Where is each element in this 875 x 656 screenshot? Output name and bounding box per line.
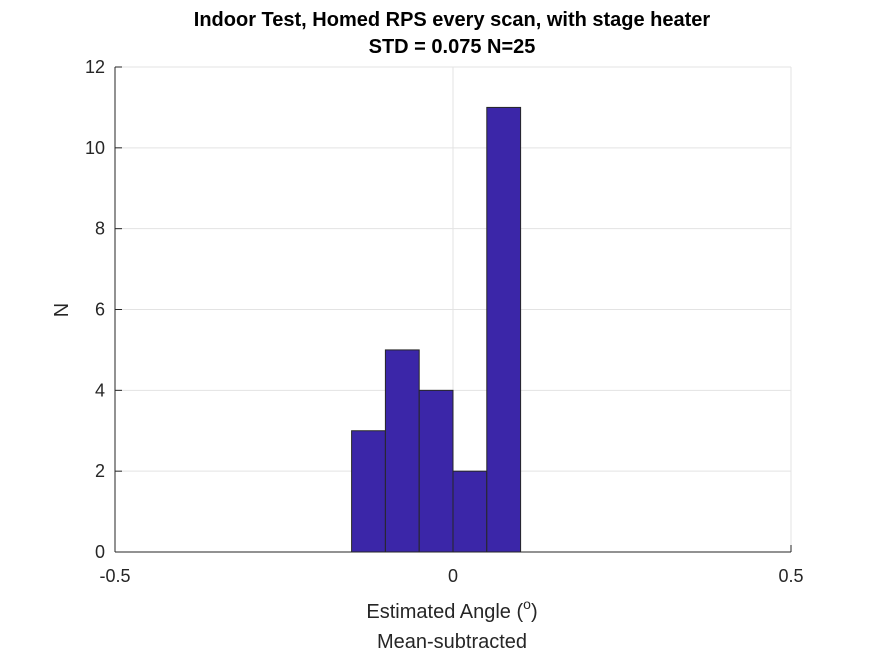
x-axis-label: Estimated Angle (o) [366,596,537,623]
histogram-bar-1 [351,430,386,553]
x-axis-label-close: ) [531,601,538,623]
x-axis-label-line2: Mean-subtracted [377,631,527,653]
histogram-bar-5 [486,106,522,553]
histogram-bars [351,106,522,553]
y-axis-label: N [51,303,73,317]
y-tick-label: 10 [85,138,105,158]
x-tick-label: 0.5 [778,566,803,586]
y-tick-label: 4 [95,380,105,400]
histogram-bar-4 [452,470,488,553]
y-tick-label: 6 [95,300,105,320]
y-tick-label: 8 [95,219,105,239]
chart-title: Indoor Test, Homed RPS every scan, with … [194,9,711,31]
x-tick-label: -0.5 [99,566,130,586]
tick-labels: -0.5 0 0.5 0 2 4 6 8 10 12 [85,57,804,586]
y-tick-label: 0 [95,542,105,562]
y-tick-label: 12 [85,57,105,77]
histogram-bar-3 [418,389,454,553]
axes [114,66,792,553]
chart-subtitle: STD = 0.075 N=25 [369,36,536,58]
x-axis-label-superscript: o [523,596,531,612]
histogram-bar-2 [384,349,420,553]
x-axis-label-main: Estimated Angle ( [366,601,523,623]
y-tick-label: 2 [95,461,105,481]
x-tick-label: 0 [448,566,458,586]
